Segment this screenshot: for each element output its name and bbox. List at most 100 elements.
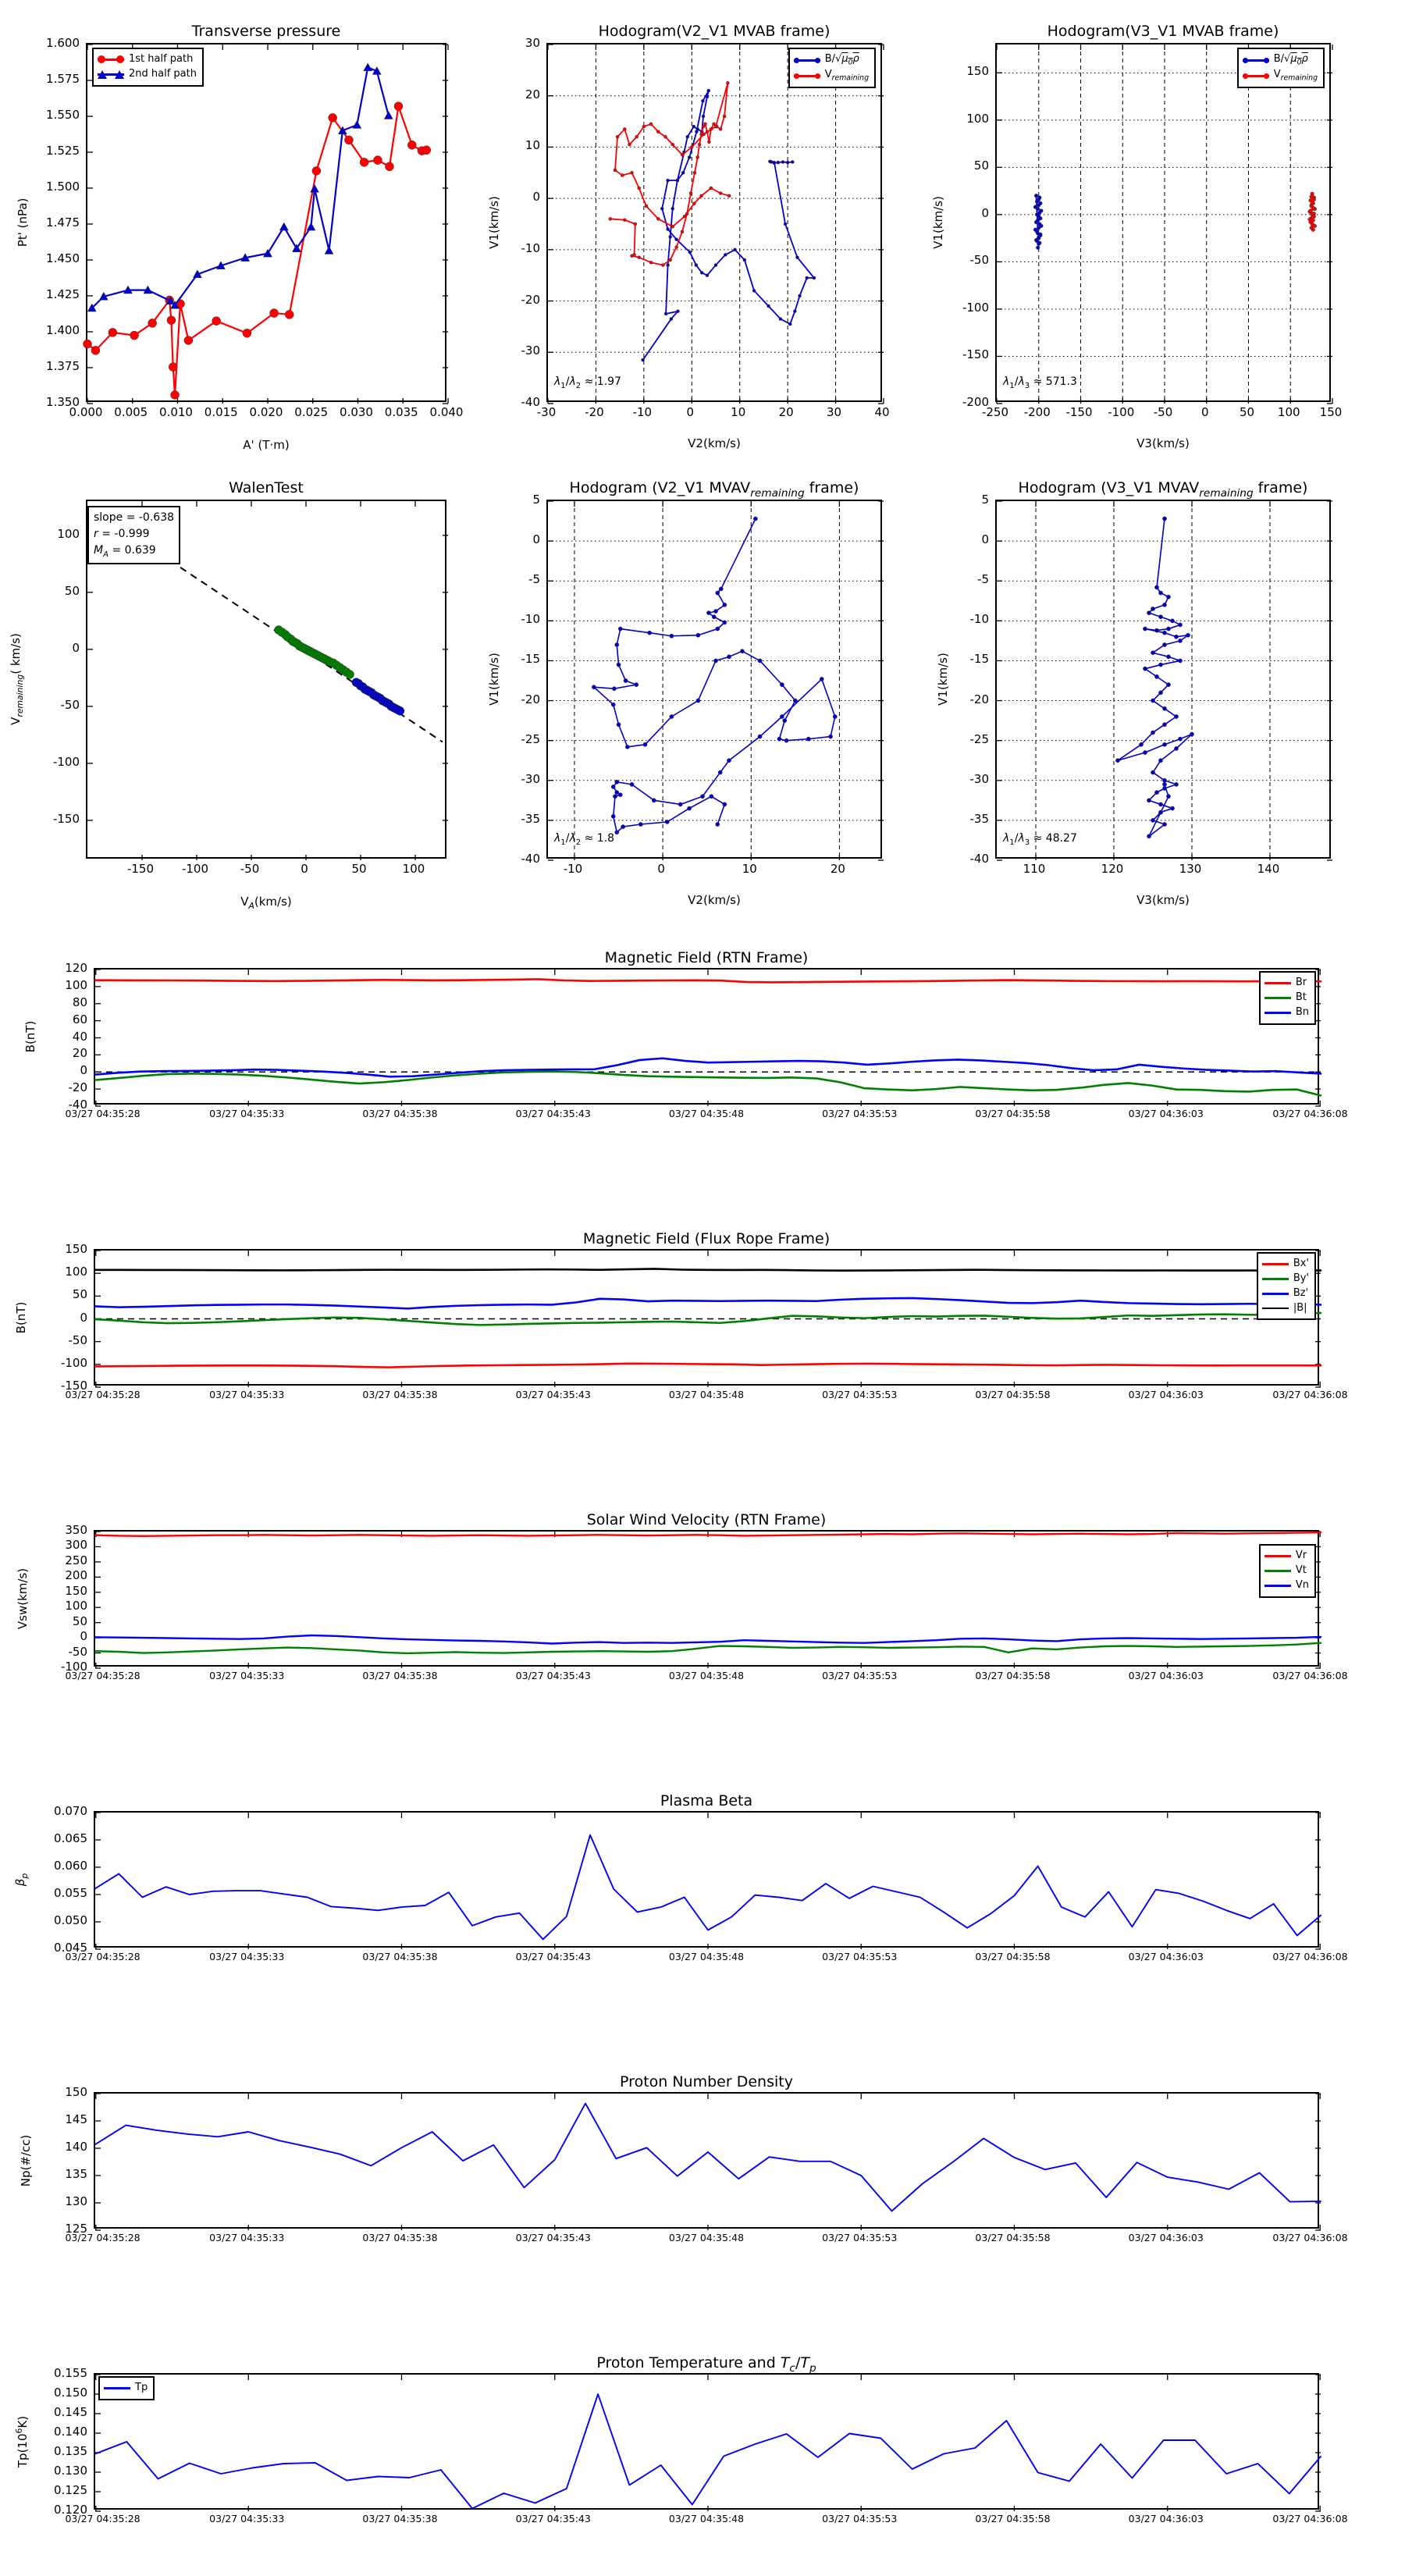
time-tick-label: 03/27 04:36:03 bbox=[1128, 2513, 1204, 2524]
time-tick-label: 03/27 04:35:58 bbox=[975, 1951, 1051, 1962]
y-tick-label: -150 bbox=[962, 347, 989, 362]
legend-swatch bbox=[1261, 1259, 1289, 1268]
legend-entry: 2nd half path bbox=[98, 67, 197, 82]
y-tick-label: 20 bbox=[72, 1046, 87, 1061]
y-tick-label: -40 bbox=[68, 1098, 88, 1112]
y-tick-label: 30 bbox=[525, 36, 540, 50]
y-tick-label: -30 bbox=[521, 771, 541, 786]
legend-entry: By' bbox=[1261, 1272, 1309, 1286]
y-tick-label: 20 bbox=[525, 87, 540, 101]
legend-entry: Bz' bbox=[1261, 1286, 1309, 1301]
time-tick-label: 03/27 04:35:58 bbox=[975, 1670, 1051, 1681]
hodogram-v2v1-mvav-plot-area bbox=[546, 500, 884, 861]
legend-swatch bbox=[1261, 1274, 1289, 1283]
y-tick-label: 100 bbox=[966, 111, 989, 126]
legend-label: B/√μ0ρ bbox=[824, 53, 859, 67]
walen-test-plot-area bbox=[86, 500, 448, 860]
y-tick-label: -15 bbox=[969, 652, 990, 667]
time-tick-label: 03/27 04:35:43 bbox=[515, 1951, 591, 1962]
y-tick-label: -150 bbox=[60, 1379, 87, 1393]
x-tick-label: 0.040 bbox=[429, 405, 464, 419]
eigenvalue-ratio-annotation: λ1/λ3 ≈ 571.3 bbox=[1003, 375, 1077, 390]
hodogram-v3v1-mvab-panel: Hodogram(V3_V1 MVAB frame) -200 -150 -100 -5… bbox=[931, 23, 1342, 457]
time-tick-label: 03/27 04:35:38 bbox=[362, 1670, 438, 1681]
time-tick-label: 03/27 04:35:53 bbox=[822, 2513, 898, 2524]
time-tick-label: 03/27 04:35:53 bbox=[822, 1951, 898, 1962]
y-tick-label: 100 bbox=[65, 1599, 87, 1614]
eigenvalue-ratio-annotation: λ1/λ2 ≈ 1.8 bbox=[554, 832, 615, 847]
x-tick-label: 50 bbox=[351, 862, 367, 876]
y-tick-label: 0.125 bbox=[54, 2483, 87, 2497]
time-tick-label: 03/27 04:35:43 bbox=[515, 2513, 591, 2524]
time-tick-label: 03/27 04:35:28 bbox=[65, 1389, 140, 1400]
y-tick-label: -100 bbox=[52, 754, 80, 769]
magnetic-field-flux-rope-plot-area bbox=[94, 1249, 1322, 1388]
x-tick-label: 40 bbox=[874, 405, 890, 419]
y-tick-label: 100 bbox=[57, 526, 80, 541]
y-axis-label: V1(km/s) bbox=[487, 653, 501, 706]
y-tick-label: -35 bbox=[969, 811, 990, 826]
walen-slope: slope = -0.638 bbox=[94, 511, 175, 524]
legend-label: Tp bbox=[135, 2382, 148, 2393]
x-tick-label: -10 bbox=[563, 862, 583, 876]
y-tick-label: 150 bbox=[65, 2085, 87, 2099]
time-tick-label: 03/27 04:36:08 bbox=[1272, 1108, 1348, 1119]
y-axis-label: Tp(106K) bbox=[14, 2415, 30, 2467]
legend-entry: Bt bbox=[1264, 991, 1309, 1005]
time-tick-label: 03/27 04:35:58 bbox=[975, 1108, 1051, 1119]
x-tick-label: 0 bbox=[301, 862, 308, 876]
solar-wind-velocity-plot-area bbox=[94, 1530, 1322, 1669]
y-tick-label: -50 bbox=[969, 253, 990, 268]
y-tick-label: -100 bbox=[962, 300, 989, 315]
hodogram-v2v1-mvav-title: Hodogram (V2_V1 MVAVremaining frame) bbox=[569, 479, 859, 500]
y-tick-label: 135 bbox=[65, 2167, 87, 2181]
time-tick-label: 03/27 04:35:38 bbox=[362, 1951, 438, 1962]
x-tick-label: 110 bbox=[1023, 862, 1046, 876]
y-tick-label: -25 bbox=[521, 731, 541, 746]
y-tick-label: 0 bbox=[72, 640, 80, 655]
y-tick-label: 1.450 bbox=[46, 251, 80, 265]
legend-label: B/√μ0ρ bbox=[1273, 53, 1308, 67]
y-tick-label: 0.135 bbox=[54, 2444, 87, 2458]
y-tick-label: 5 bbox=[532, 493, 540, 507]
time-tick-label: 03/27 04:35:53 bbox=[822, 1108, 898, 1119]
y-tick-label: 60 bbox=[72, 1012, 87, 1026]
legend-entry: |B| bbox=[1261, 1301, 1309, 1316]
proton-number-density-plot-area bbox=[94, 2092, 1321, 2231]
time-tick-label: 03/27 04:35:43 bbox=[515, 1670, 591, 1681]
time-tick-label: 03/27 04:35:58 bbox=[975, 2513, 1051, 2524]
x-axis-label: V2(km/s) bbox=[688, 436, 741, 450]
legend-label: Vt bbox=[1295, 1564, 1307, 1576]
time-tick-label: 03/27 04:35:38 bbox=[362, 1389, 438, 1400]
time-tick-label: 03/27 04:36:08 bbox=[1272, 1670, 1348, 1681]
time-tick-label: 03/27 04:35:43 bbox=[515, 1389, 591, 1400]
hodogram-v3v1-mvab-title: Hodogram(V3_V1 MVAB frame) bbox=[1047, 23, 1279, 40]
x-tick-label: 0 bbox=[1200, 405, 1209, 419]
legend-label: Bz' bbox=[1293, 1286, 1309, 1299]
y-tick-label: 130 bbox=[65, 2194, 87, 2208]
y-tick-label: 0.045 bbox=[54, 1941, 87, 1955]
y-tick-label: 150 bbox=[65, 1583, 87, 1598]
y-tick-label: 10 bbox=[525, 138, 540, 153]
y-tick-label: 5 bbox=[981, 493, 989, 507]
x-tick-label: 150 bbox=[1319, 405, 1343, 419]
legend-entry: B/√μ0ρ bbox=[1242, 52, 1318, 68]
x-axis-label: A' (T·m) bbox=[243, 438, 290, 452]
y-tick-label: 1.425 bbox=[46, 287, 80, 301]
x-tick-label: -200 bbox=[1023, 405, 1051, 419]
y-tick-label: 50 bbox=[973, 158, 989, 173]
y-tick-label: 0.050 bbox=[54, 1913, 87, 1927]
x-tick-label: 0.005 bbox=[114, 405, 148, 419]
x-tick-label: 0.030 bbox=[340, 405, 373, 419]
y-tick-label: -100 bbox=[60, 1355, 87, 1370]
x-tick-label: 30 bbox=[827, 405, 842, 419]
x-tick-label: 130 bbox=[1179, 862, 1202, 876]
hodogram-v2v1-mvab-legend: B/√μ0ρ Vremaining bbox=[788, 48, 876, 89]
x-tick-label: 10 bbox=[731, 405, 746, 419]
x-tick-label: 0 bbox=[686, 405, 695, 419]
x-tick-label: -20 bbox=[585, 405, 604, 419]
time-tick-label: 03/27 04:35:58 bbox=[975, 2232, 1051, 2243]
legend-entry: Vr bbox=[1264, 1549, 1309, 1564]
y-tick-label: -50 bbox=[60, 697, 80, 712]
y-tick-label: 0 bbox=[80, 1629, 87, 1644]
